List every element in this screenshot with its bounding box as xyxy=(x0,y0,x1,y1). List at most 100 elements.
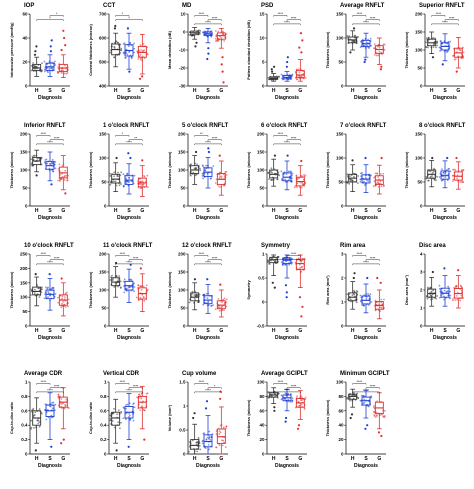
data-point xyxy=(140,183,143,186)
data-point xyxy=(430,290,433,293)
data-point xyxy=(192,171,195,174)
y-axis-label: Cup-to-disc ratio xyxy=(88,401,93,434)
significance-bracket xyxy=(273,383,288,385)
y-tick-label: 200 xyxy=(20,132,28,137)
data-point xyxy=(32,414,35,417)
data-point xyxy=(301,399,303,401)
significance-bracket xyxy=(194,391,222,394)
data-point xyxy=(359,294,362,297)
data-point xyxy=(120,171,123,174)
data-point xyxy=(460,49,462,52)
outlier-point xyxy=(364,156,367,160)
data-point xyxy=(190,163,192,166)
outlier-point xyxy=(446,156,449,160)
outlier-point xyxy=(195,41,198,44)
y-axis-label: Thickness (micron) xyxy=(325,399,330,436)
data-point xyxy=(48,67,51,70)
significance-bracket xyxy=(36,391,64,394)
outlier-point xyxy=(64,192,67,195)
data-point xyxy=(210,305,213,307)
panel-title: CCT xyxy=(103,3,116,9)
data-point xyxy=(285,260,287,263)
significance-label: * xyxy=(122,132,124,136)
data-point xyxy=(50,414,53,417)
data-point xyxy=(382,185,385,188)
y-tick-label: 1 xyxy=(183,404,186,409)
significance-label: **** xyxy=(278,132,284,136)
data-point xyxy=(225,170,228,173)
data-point xyxy=(364,174,367,177)
data-point xyxy=(425,37,428,40)
data-point xyxy=(120,47,123,50)
data-point xyxy=(221,305,223,308)
significance-bracket xyxy=(194,383,209,385)
data-point xyxy=(61,297,63,300)
data-point xyxy=(459,180,462,183)
outlier-point xyxy=(138,77,142,80)
data-point xyxy=(354,34,357,37)
significance-label: **** xyxy=(363,389,369,393)
data-point xyxy=(54,403,57,406)
panel-10: 7 o'clock RNFLT Thickness (micron) 0 50 100 1… xyxy=(325,123,387,221)
y-tick-label: 1 xyxy=(341,300,344,305)
y-tick-label: 3 xyxy=(420,270,423,275)
data-point xyxy=(222,298,224,301)
data-point xyxy=(193,294,196,297)
y-tick-label: 0 xyxy=(420,204,423,209)
significance-bracket xyxy=(115,391,143,394)
y-axis-label: Thickness (micron) xyxy=(167,271,172,308)
data-point xyxy=(141,184,144,187)
data-point xyxy=(381,303,384,306)
data-point xyxy=(452,178,455,181)
outlier-point xyxy=(349,416,352,420)
data-point xyxy=(291,172,294,175)
x-category-label: H xyxy=(35,456,39,462)
x-category-label: H xyxy=(351,328,355,334)
outlier-point xyxy=(207,52,210,55)
outlier-point xyxy=(193,412,196,415)
x-category-label: G xyxy=(219,88,223,94)
significance-label: **** xyxy=(120,380,126,384)
data-point xyxy=(123,407,125,410)
x-category-label: G xyxy=(140,328,144,334)
data-point xyxy=(274,260,276,262)
data-point xyxy=(57,179,59,182)
x-category-label: H xyxy=(35,88,39,94)
significance-bracket xyxy=(352,383,367,385)
data-point xyxy=(202,432,205,435)
significance-bracket xyxy=(128,387,143,389)
data-point xyxy=(113,41,116,44)
panel-19: Vertical CDR Cup-to-disc ratio 0 0.2 0.4 0.6 0… xyxy=(88,371,149,469)
y-tick-label: 0 xyxy=(341,84,344,89)
outlier-point xyxy=(272,65,276,68)
significance-bracket xyxy=(115,383,130,385)
data-point xyxy=(53,60,56,63)
data-point xyxy=(223,297,226,300)
significance-bracket xyxy=(352,391,380,394)
outlier-point xyxy=(455,156,458,160)
data-point xyxy=(220,175,223,178)
y-tick-label: 200 xyxy=(257,132,265,137)
x-category-label: H xyxy=(114,328,118,334)
data-point xyxy=(30,163,33,166)
data-point xyxy=(120,49,123,51)
data-point xyxy=(127,181,130,184)
y-tick-label: 50 xyxy=(338,60,344,65)
outlier-point xyxy=(49,45,52,48)
data-point xyxy=(291,397,294,400)
data-point xyxy=(220,177,223,180)
data-point xyxy=(357,182,359,185)
data-point xyxy=(217,297,220,300)
data-point xyxy=(221,439,223,442)
y-tick-label: 0 xyxy=(341,324,344,329)
significance-bracket xyxy=(49,15,64,17)
y-tick-label: 100 xyxy=(415,156,423,161)
data-point xyxy=(431,175,433,177)
x-category-label: S xyxy=(206,456,210,462)
data-point xyxy=(142,408,145,411)
data-point xyxy=(130,56,133,58)
data-point xyxy=(195,173,198,176)
x-category-label: H xyxy=(351,456,355,462)
outlier-point xyxy=(115,156,118,160)
